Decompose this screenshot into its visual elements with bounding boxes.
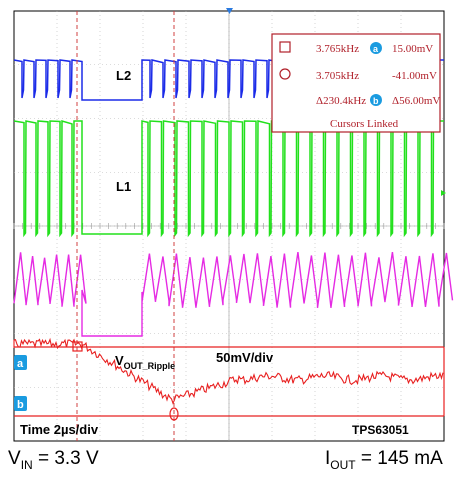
cursor-lines <box>76 11 175 441</box>
cursor-b-icon-label: b <box>373 96 379 106</box>
green-channel-arrow-icon <box>441 190 446 196</box>
cursor-status: Cursors Linked <box>330 118 399 130</box>
cursor-square-icon <box>279 41 291 53</box>
label-part: TPS63051 <box>352 423 409 437</box>
trace-inductor-current <box>13 251 454 337</box>
marker-a[interactable]: a <box>14 355 27 370</box>
label-time-scale: Time 2µs/div <box>20 422 99 437</box>
cursor-t1: 3.765kHz <box>316 43 359 55</box>
cursor-a-icon-label: a <box>373 44 379 54</box>
cursor-circle-icon <box>279 68 291 80</box>
cursor-a-value: 15.00mV <box>392 43 433 55</box>
cursor-b-value: -41.00mV <box>392 70 437 82</box>
caption-iout-sub: OUT <box>330 458 356 472</box>
label-vout-ripple: VOUT_Ripple <box>115 353 175 371</box>
label-vout-scale: 50mV/div <box>216 350 274 365</box>
label-l1: L1 <box>116 179 131 194</box>
cursor-t2: 3.705kHz <box>316 70 359 82</box>
ripple-cursor-circle-icon <box>169 407 179 421</box>
caption-iout-main: I <box>325 448 331 469</box>
label-l2: L2 <box>116 68 131 83</box>
label-vout-sub: OUT_Ripple <box>124 361 176 371</box>
cursor-readout-panel: 3.765kHz 3.705kHz Δ230.4kHz a b 15.00mV … <box>271 33 441 133</box>
ripple-cursor-square-icon <box>72 341 83 352</box>
cursor-b-icon <box>370 94 382 106</box>
caption-vin-sub: IN <box>20 458 33 472</box>
caption-vin-value: = 3.3 V <box>32 448 99 469</box>
marker-b[interactable]: b <box>14 396 27 411</box>
caption-vin: VIN = 3.3 V <box>8 448 99 472</box>
marker-a-label: a <box>17 358 24 370</box>
cursor-dv-value: Δ56.00mV <box>392 95 440 107</box>
caption-iout: IOUT = 145 mA <box>325 448 443 472</box>
trace-vout-ripple <box>13 337 444 405</box>
label-vout-main: V <box>115 353 124 368</box>
cursor-dt: Δ230.4kHz <box>316 95 366 107</box>
caption-iout-value: = 145 mA <box>355 448 443 469</box>
marker-b-label: b <box>17 399 24 411</box>
caption-vin-main: V <box>8 448 21 469</box>
trace-l1 <box>13 119 444 238</box>
trigger-marker-icon <box>226 8 233 14</box>
cursor-a-icon <box>370 42 382 54</box>
